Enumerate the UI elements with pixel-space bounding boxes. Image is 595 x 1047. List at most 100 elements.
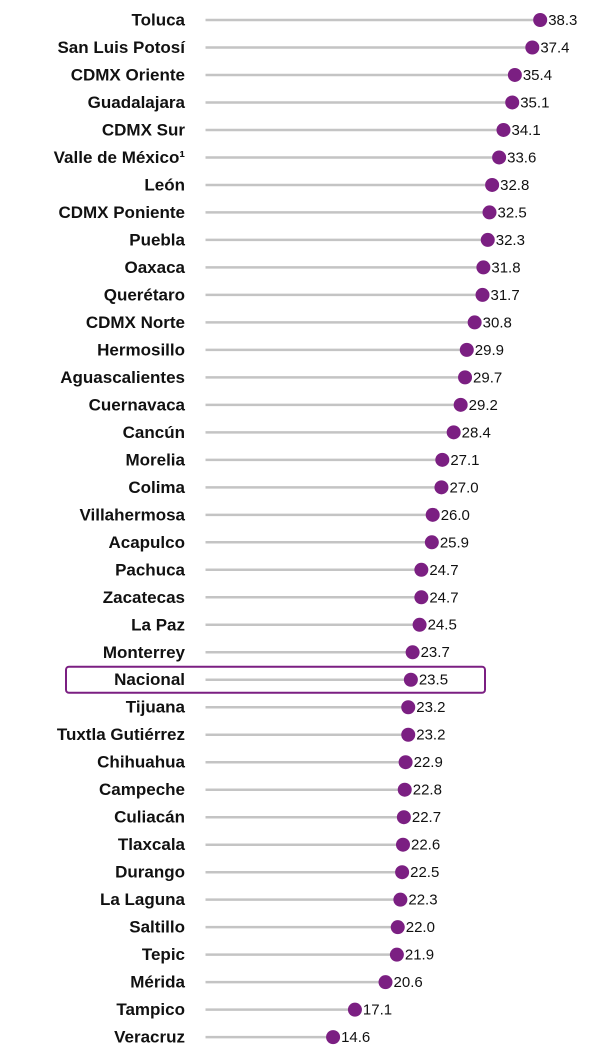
dot — [485, 177, 500, 192]
dot — [496, 122, 511, 137]
category-label: Tampico — [116, 1000, 185, 1019]
dot — [389, 947, 404, 962]
category-label: Acapulco — [108, 533, 185, 552]
dot — [533, 13, 548, 27]
category-label: La Laguna — [100, 890, 186, 909]
value-label: 25.9 — [440, 534, 469, 551]
value-label: 27.0 — [449, 479, 478, 496]
value-label: 17.1 — [363, 1002, 392, 1019]
value-label: 31.8 — [491, 259, 520, 276]
dot — [405, 645, 420, 660]
category-label: San Luis Potosí — [57, 38, 186, 57]
category-label: CDMX Sur — [102, 120, 186, 139]
category-label: Aguascalientes — [60, 368, 185, 387]
dot — [398, 755, 413, 770]
category-label: CDMX Norte — [86, 313, 185, 332]
dot — [480, 232, 495, 247]
value-label: 29.7 — [473, 369, 502, 386]
dot — [482, 205, 497, 220]
dot — [475, 287, 490, 302]
category-label: Cuernavaca — [89, 395, 186, 414]
value-label: 32.8 — [500, 177, 529, 194]
category-label: Tijuana — [126, 698, 186, 717]
value-label: 29.2 — [469, 397, 498, 414]
dot — [401, 727, 416, 742]
value-label: 34.1 — [511, 122, 540, 139]
value-label: 27.1 — [450, 452, 479, 469]
value-label: 26.0 — [441, 507, 470, 524]
category-label: Campeche — [99, 780, 185, 799]
category-label: Tuxtla Gutiérrez — [57, 725, 185, 744]
value-label: 22.8 — [413, 782, 442, 799]
value-label: 23.2 — [416, 699, 445, 716]
category-label: Colima — [128, 478, 185, 497]
dot — [435, 452, 450, 467]
dot — [453, 397, 468, 412]
value-label: 37.4 — [540, 39, 569, 56]
dot — [425, 507, 440, 522]
category-label: Tlaxcala — [118, 835, 186, 854]
dot — [414, 562, 429, 577]
value-label: 29.9 — [475, 342, 504, 359]
dot — [396, 810, 411, 825]
category-label: Zacatecas — [103, 588, 185, 607]
category-label: Villahermosa — [79, 505, 185, 524]
value-label: 32.3 — [496, 232, 525, 249]
dot — [326, 1030, 341, 1045]
category-label: Culiacán — [114, 808, 185, 827]
category-label: Querétaro — [104, 285, 185, 304]
dot — [403, 672, 418, 687]
category-label: La Paz — [131, 615, 185, 634]
category-label: Oaxaca — [125, 258, 186, 277]
value-label: 23.5 — [419, 672, 448, 689]
dot — [414, 590, 429, 605]
dot — [412, 617, 427, 632]
category-label: Monterrey — [103, 643, 186, 662]
value-label: 24.5 — [428, 617, 457, 634]
value-label: 14.6 — [341, 1029, 370, 1046]
value-label: 21.9 — [405, 947, 434, 964]
category-label: Cancún — [123, 423, 185, 442]
dot — [525, 40, 540, 55]
value-label: 22.3 — [408, 892, 437, 909]
dot — [395, 865, 410, 880]
value-label: 22.7 — [412, 809, 441, 826]
value-label: 35.4 — [523, 67, 552, 84]
dot — [467, 315, 482, 330]
dot — [401, 700, 416, 715]
value-label: 24.7 — [429, 562, 458, 579]
value-label: 31.7 — [491, 287, 520, 304]
category-label: León — [144, 175, 185, 194]
value-label: 22.9 — [414, 754, 443, 771]
dot — [459, 342, 474, 357]
value-label: 35.1 — [520, 94, 549, 111]
category-label: CDMX Oriente — [71, 65, 185, 84]
value-label: 33.6 — [507, 149, 536, 166]
category-label: Veracruz — [114, 1028, 185, 1047]
dot — [395, 837, 410, 852]
dot — [378, 975, 393, 990]
category-label: Nacional — [114, 670, 185, 689]
value-label: 22.6 — [411, 837, 440, 854]
value-label: 30.8 — [483, 314, 512, 331]
category-label: Tepic — [142, 945, 185, 964]
value-label: 24.7 — [429, 589, 458, 606]
value-label: 32.5 — [498, 204, 527, 221]
value-label: 20.6 — [394, 974, 423, 991]
dot — [393, 892, 408, 907]
dot — [458, 370, 473, 385]
category-label: Puebla — [129, 230, 185, 249]
category-label: Saltillo — [129, 918, 185, 937]
dot — [347, 1002, 362, 1017]
category-label: Durango — [115, 863, 185, 882]
category-label: Mérida — [130, 973, 185, 992]
dot — [397, 782, 412, 797]
dot — [424, 535, 439, 550]
dot — [390, 920, 405, 935]
dot — [492, 150, 507, 165]
category-label: CDMX Poniente — [58, 203, 185, 222]
dot — [505, 95, 520, 110]
highlight-box — [65, 665, 486, 694]
value-label: 38.3 — [548, 12, 577, 29]
